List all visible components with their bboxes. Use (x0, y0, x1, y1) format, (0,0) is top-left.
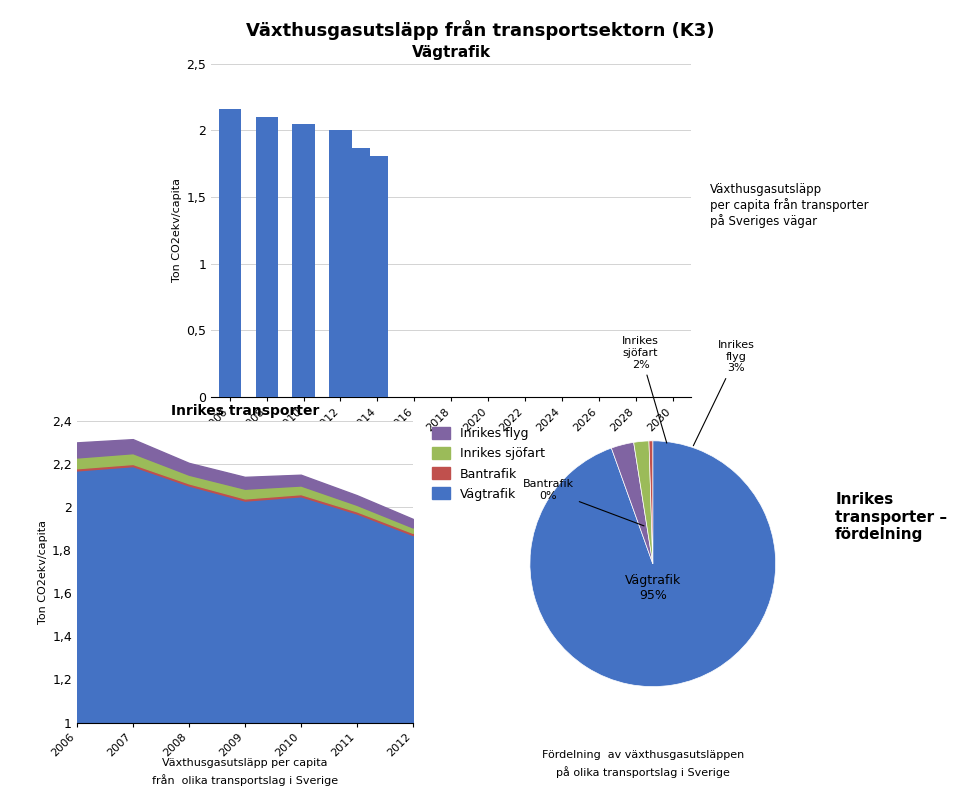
Text: Bantrafik
0%: Bantrafik 0% (523, 480, 644, 526)
Y-axis label: Ton CO2ekv/capita: Ton CO2ekv/capita (172, 179, 182, 282)
Text: Växthusgasutsläpp per capita: Växthusgasutsläpp per capita (162, 758, 327, 769)
Wedge shape (612, 442, 653, 564)
Bar (348, 148, 370, 397)
Wedge shape (634, 441, 653, 564)
Text: Fördelning  av växthusgasutsläppen: Fördelning av växthusgasutsläppen (542, 750, 744, 761)
Text: från  olika transportslag i Sverige: från olika transportslag i Sverige (152, 774, 338, 786)
Text: Inrikes
flyg
3%: Inrikes flyg 3% (693, 340, 755, 445)
Legend: Inrikes flyg, Inrikes sjöfart, Bantrafik, Vägtrafik: Inrikes flyg, Inrikes sjöfart, Bantrafik… (433, 427, 545, 501)
Wedge shape (649, 441, 653, 564)
Bar (367, 156, 389, 397)
Bar (293, 124, 315, 397)
Text: Växthusgasutsläpp
per capita från transporter
på Sveriges vägar: Växthusgasutsläpp per capita från transp… (710, 183, 869, 228)
Bar (329, 130, 351, 397)
Y-axis label: Ton CO2ekv/capita: Ton CO2ekv/capita (37, 520, 48, 623)
Bar (255, 117, 277, 397)
Text: på olika transportslag i Sverige: på olika transportslag i Sverige (556, 766, 731, 778)
Text: Vägtrafik
95%: Vägtrafik 95% (625, 574, 681, 603)
Title: Inrikes transporter: Inrikes transporter (171, 404, 319, 418)
Text: Växthusgasutsläpp från transportsektorn (K3): Växthusgasutsläpp från transportsektorn … (246, 20, 714, 40)
Wedge shape (530, 441, 776, 687)
Bar (219, 109, 241, 397)
Text: Inrikes
sjöfart
2%: Inrikes sjöfart 2% (622, 337, 667, 443)
Title: Vägtrafik: Vägtrafik (412, 44, 491, 60)
Text: Inrikes
transporter –
fördelning: Inrikes transporter – fördelning (835, 492, 948, 542)
